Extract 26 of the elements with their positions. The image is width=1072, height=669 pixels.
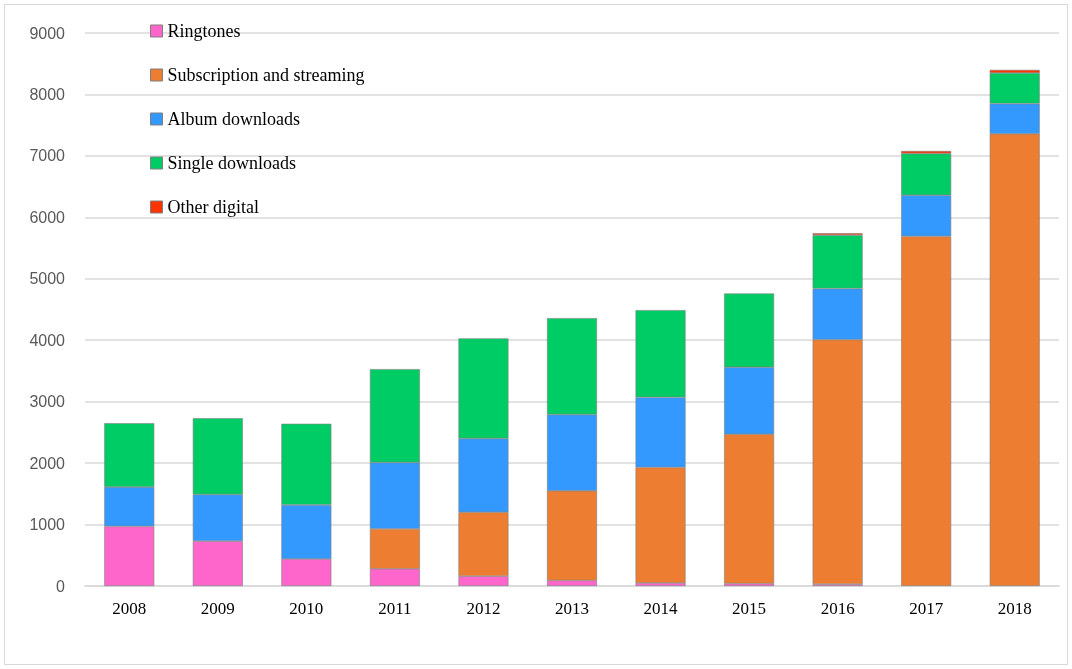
x-tick-label: 2018 bbox=[997, 599, 1032, 618]
x-tick-label: 2017 bbox=[909, 599, 944, 618]
y-tick-label: 0 bbox=[56, 577, 66, 595]
x-tick-label: 2016 bbox=[820, 599, 855, 618]
y-tick-label: 3000 bbox=[29, 393, 66, 411]
y-tick-label: 1000 bbox=[29, 516, 66, 534]
legend-label: Single downloads bbox=[167, 153, 296, 173]
y-tick-label: 5000 bbox=[29, 270, 66, 288]
legend-label: Other digital bbox=[167, 197, 259, 217]
y-tick-label: 8000 bbox=[29, 85, 66, 103]
x-tick-label: 2012 bbox=[466, 599, 501, 618]
x-tick-label: 2013 bbox=[555, 599, 589, 618]
y-tick-label: 4000 bbox=[29, 331, 66, 349]
x-tick-label: 2010 bbox=[289, 599, 324, 618]
x-tick-label: 2011 bbox=[378, 599, 412, 618]
y-tick-label: 6000 bbox=[29, 208, 66, 226]
x-tick-label: 2008 bbox=[112, 599, 147, 618]
y-tick-label: 7000 bbox=[29, 147, 66, 165]
y-tick-label: 9000 bbox=[29, 24, 66, 42]
legend-label: Subscription and streaming bbox=[167, 65, 365, 85]
y-tick-label: 2000 bbox=[29, 454, 66, 472]
x-tick-label: 2014 bbox=[643, 599, 679, 618]
x-tick-label: 2009 bbox=[200, 599, 235, 618]
legend-label: Album downloads bbox=[167, 109, 300, 129]
legend-label: Ringtones bbox=[167, 21, 241, 41]
x-tick-label: 2015 bbox=[732, 599, 767, 618]
